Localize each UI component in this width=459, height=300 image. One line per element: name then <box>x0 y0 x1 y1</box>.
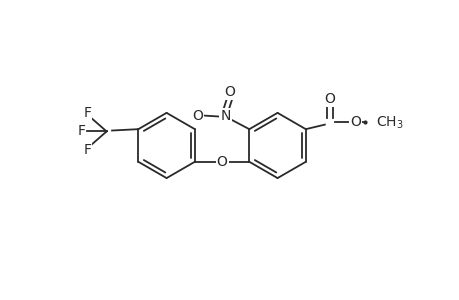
Text: O: O <box>323 92 334 106</box>
Text: F: F <box>84 106 91 120</box>
Text: O: O <box>192 109 203 123</box>
Text: N: N <box>220 110 230 124</box>
Text: O: O <box>216 155 227 169</box>
Text: O: O <box>349 116 360 129</box>
Text: F: F <box>78 124 85 138</box>
Text: CH$_3$: CH$_3$ <box>375 114 403 130</box>
Text: F: F <box>84 142 91 157</box>
Text: O: O <box>224 85 234 99</box>
